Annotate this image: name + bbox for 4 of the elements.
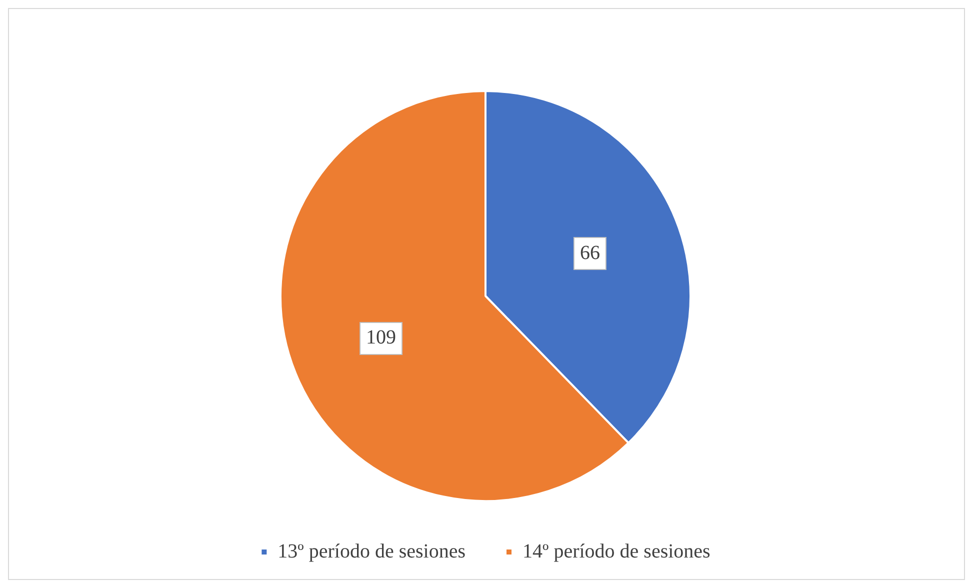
- data-label: 109: [366, 326, 396, 349]
- legend-label: 13º período de sesiones: [278, 540, 466, 562]
- legend-label: 14º período de sesiones: [522, 540, 711, 562]
- data-label: 66: [580, 242, 600, 264]
